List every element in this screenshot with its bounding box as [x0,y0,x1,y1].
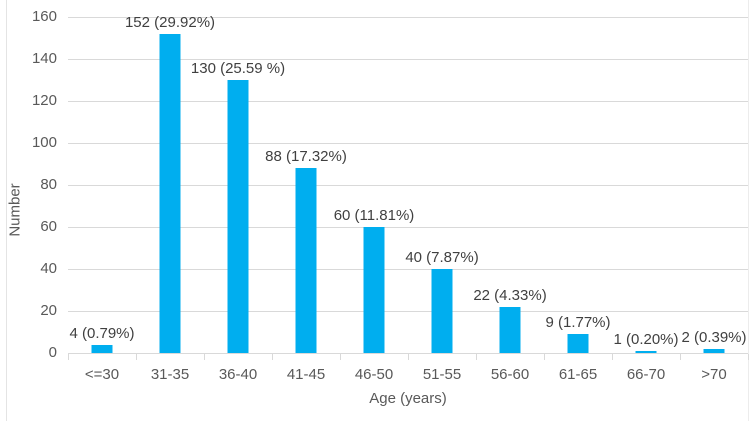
x-tick-label: 36-40 [218,366,258,383]
category-cell: 152 (29.92%) [125,14,215,353]
x-axis-tick [340,354,341,360]
x-tick-label: >70 [701,366,727,383]
chart-left-border [6,0,7,421]
gridline [68,185,748,186]
x-tick-label: 31-35 [150,366,190,383]
x-tick-label: 56-60 [490,366,530,383]
x-axis-tick [544,354,545,360]
y-tick-label: 40 [40,260,57,277]
y-tick-label: 140 [31,50,57,67]
bar [363,227,385,353]
category-cell: 22 (4.33%) [473,17,547,353]
bar-data-label: 60 (11.81%) [333,207,415,224]
x-axis-tick [272,354,273,360]
x-tick-label: 66-70 [626,366,666,383]
bar-data-label: 2 (0.39%) [681,328,747,346]
bar-data-label: 152 (29.92%) [124,13,216,31]
x-axis-tick [612,354,613,360]
bar-data-label: 130 (25.59 %) [190,60,286,77]
x-axis-tick [680,354,681,360]
x-tick-label: 46-50 [354,366,394,383]
category-cell: 4 (0.79%) [68,17,136,353]
category-cell: 1 (0.20%) [612,17,680,353]
x-axis-tick [136,354,137,360]
bar [227,80,249,353]
category-cell: 40 (7.87%) [405,17,479,353]
x-tick-label: 41-45 [286,366,326,383]
x-axis-line [68,353,748,354]
bar-data-label: 22 (4.33%) [473,286,547,304]
category-cell: 88 (17.32%) [265,17,347,353]
y-tick-label: 80 [40,176,57,193]
y-tick-label: 160 [31,8,57,25]
bar-data-label: 4 (0.79%) [69,324,135,342]
x-axis-title: Age (years) [369,390,447,407]
x-tick-label: <=30 [84,366,120,383]
x-axis-tick [748,354,749,360]
plot-area: 4 (0.79%) 152 (29.92%) 130 (25.59 %) 88 (17… [68,14,748,353]
bar [431,269,453,353]
bar [91,344,113,353]
bar-data-label: 9 (1.77%) [545,314,611,332]
bar [635,350,657,353]
gridline [68,17,748,18]
bar [295,168,317,353]
chart-right-border [748,0,749,421]
y-tick-label: 60 [40,218,57,235]
x-axis-tick [408,354,409,360]
gridline [68,101,748,102]
category-cell: 9 (1.77%) [544,17,612,353]
gridline [68,311,748,312]
bar [159,33,181,353]
x-axis-tick [68,354,69,360]
bar-data-label: 88 (17.32%) [265,148,347,166]
bar-data-label: 1 (0.20%) [613,330,679,348]
bar [567,334,589,353]
gridline [68,269,748,270]
bar [499,306,521,353]
category-cell: 130 (25.59 %) [191,17,285,353]
bar [703,348,725,353]
gridline [68,227,748,228]
y-tick-label: 20 [40,302,57,319]
y-tick-label: 100 [31,134,57,151]
x-tick-label: 61-65 [558,366,598,383]
y-tick-label: 120 [31,92,57,109]
x-axis-tick [204,354,205,360]
bar-data-label: 40 (7.87%) [405,249,479,266]
gridline [68,143,748,144]
x-tick-label: 51-55 [422,366,462,383]
category-cell: 2 (0.39%) [680,17,748,353]
gridline [68,59,748,60]
category-cell: 60 (11.81%) [334,17,414,353]
y-tick-label: 0 [48,344,57,361]
x-axis-tick [476,354,477,360]
